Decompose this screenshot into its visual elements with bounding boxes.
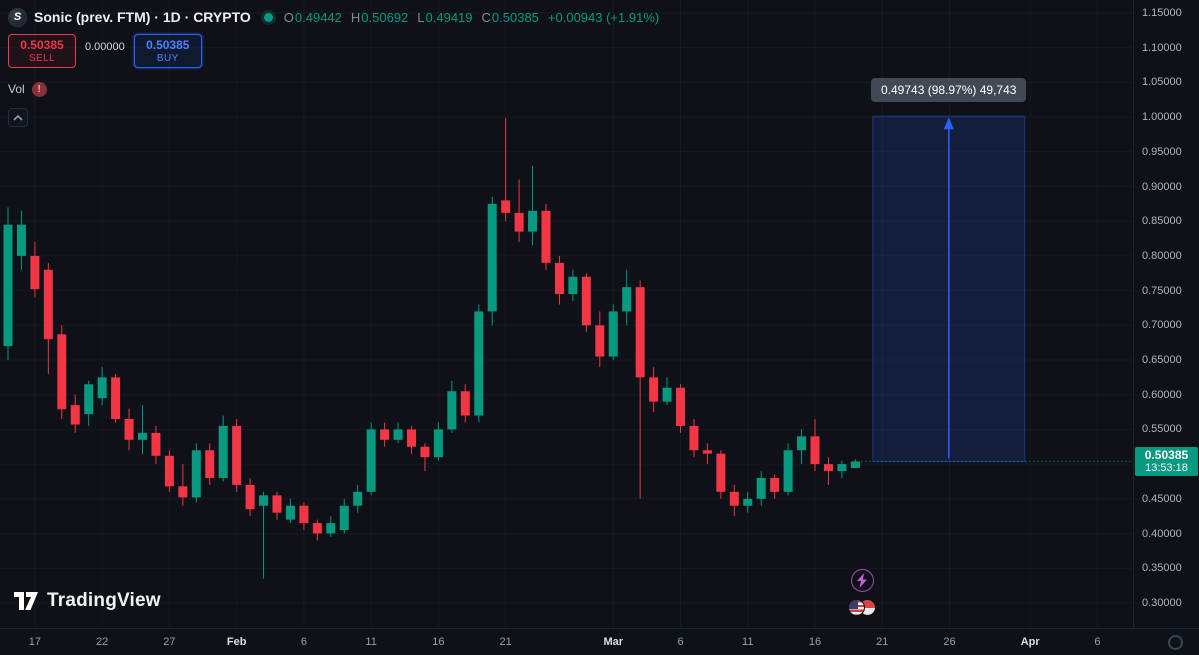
price-tick: 0.30000 xyxy=(1142,596,1182,609)
price-tick: 1.15000 xyxy=(1142,7,1182,19)
time-tick: 16 xyxy=(808,636,822,648)
time-tick: 11 xyxy=(742,636,754,648)
lightning-bolt-icon xyxy=(856,573,867,588)
time-tick: 11 xyxy=(365,636,377,648)
price-tick: 0.55000 xyxy=(1142,423,1182,436)
time-tick: 26 xyxy=(943,636,956,648)
time-tick: 16 xyxy=(432,636,445,648)
symbol-row: S Sonic (prev. FTM) · 1D · CRYPTO O0.494… xyxy=(8,6,659,28)
sell-price: 0.50385 xyxy=(20,38,64,52)
price-axis[interactable]: 1.15000 1.10000 1.05000 1.00000 0.95000 0.900… xyxy=(1133,0,1199,628)
sell-button[interactable]: 0.50385 SELL xyxy=(8,34,76,68)
time-tick: Mar xyxy=(603,636,624,648)
sell-label: SELL xyxy=(28,53,56,64)
tradingview-icon xyxy=(14,592,38,610)
buy-button[interactable]: 0.50385 BUY xyxy=(133,34,202,68)
price-tick: 0.35000 xyxy=(1142,562,1182,575)
current-price-value: 0.50385 xyxy=(1144,448,1189,463)
price-range-label[interactable]: 0.49743 (98.97%) 49,743 xyxy=(871,78,1027,102)
buy-sell-widget: 0.50385 SELL 0.00000 0.50385 BUY xyxy=(8,34,659,68)
current-price-label: 0.50385 13:53:18 xyxy=(1135,447,1198,477)
buy-label: BUY xyxy=(156,53,179,64)
time-axis[interactable]: 17 22 27 Feb 6 11 16 21 Mar 6 11 16 21 26 Apr 6 xyxy=(0,628,1199,655)
time-tick: 22 xyxy=(96,636,109,648)
time-tick: 21 xyxy=(499,636,512,648)
quick-trade-lightning-icon[interactable] xyxy=(850,569,874,592)
volume-error-icon[interactable]: ! xyxy=(31,81,47,97)
floating-icons xyxy=(848,569,876,616)
time-tick: 6 xyxy=(1094,636,1101,648)
volume-indicator-row: Vol ! xyxy=(8,81,659,97)
time-tick: 6 xyxy=(677,636,684,648)
price-tick: 1.10000 xyxy=(1142,41,1182,54)
price-tick: 0.70000 xyxy=(1142,319,1182,332)
chart-legend: S Sonic (prev. FTM) · 1D · CRYPTO O0.494… xyxy=(8,6,659,127)
price-tick: 1.00000 xyxy=(1142,111,1182,124)
scale-settings-icon[interactable] xyxy=(1168,635,1183,650)
chevron-up-icon xyxy=(13,114,23,121)
us-flag-icon xyxy=(848,599,865,616)
volume-label[interactable]: Vol xyxy=(8,82,25,96)
time-tick: 17 xyxy=(28,636,42,648)
price-tick: 0.85000 xyxy=(1142,215,1182,228)
time-tick: Apr xyxy=(1020,636,1040,648)
symbol-title[interactable]: Sonic (prev. FTM) · 1D · CRYPTO xyxy=(34,9,251,25)
price-tick: 0.90000 xyxy=(1142,180,1182,193)
low-value: L0.49419 xyxy=(417,9,473,25)
spread-value: 0.00000 xyxy=(85,41,125,53)
high-value: H0.50692 xyxy=(350,9,409,25)
tradingview-logo[interactable]: TradingView xyxy=(13,590,161,612)
market-flags-icon xyxy=(848,599,876,616)
price-tick: 0.45000 xyxy=(1142,492,1182,505)
candlestick-chart[interactable] xyxy=(0,0,1133,628)
close-value: C0.50385 xyxy=(481,9,539,25)
symbol-logo-icon: S xyxy=(8,7,27,27)
time-tick: 6 xyxy=(300,636,307,648)
change-value: +0.00943 (+1.91%) xyxy=(547,9,660,25)
collapse-pane-button[interactable] xyxy=(8,108,28,127)
price-tick: 0.65000 xyxy=(1142,354,1182,366)
price-tick: 0.75000 xyxy=(1142,284,1182,297)
price-tick: 0.60000 xyxy=(1142,388,1182,401)
tradingview-logo-text: TradingView xyxy=(47,590,161,611)
candle-countdown: 13:53:18 xyxy=(1145,462,1188,475)
time-tick: 27 xyxy=(163,636,176,648)
time-tick: Feb xyxy=(226,636,247,648)
open-value: O0.49442 xyxy=(283,9,342,25)
price-tick: 1.05000 xyxy=(1142,76,1182,89)
price-tick: 0.40000 xyxy=(1142,527,1182,540)
ohlc-values: O0.49442 H0.50692 L0.49419 C0.50385 +0.0… xyxy=(284,10,659,25)
price-tick: 0.80000 xyxy=(1142,249,1182,262)
time-tick: 21 xyxy=(876,636,889,648)
market-status-dot xyxy=(263,12,273,22)
buy-price: 0.50385 xyxy=(146,38,190,52)
price-tick: 0.95000 xyxy=(1142,145,1182,158)
